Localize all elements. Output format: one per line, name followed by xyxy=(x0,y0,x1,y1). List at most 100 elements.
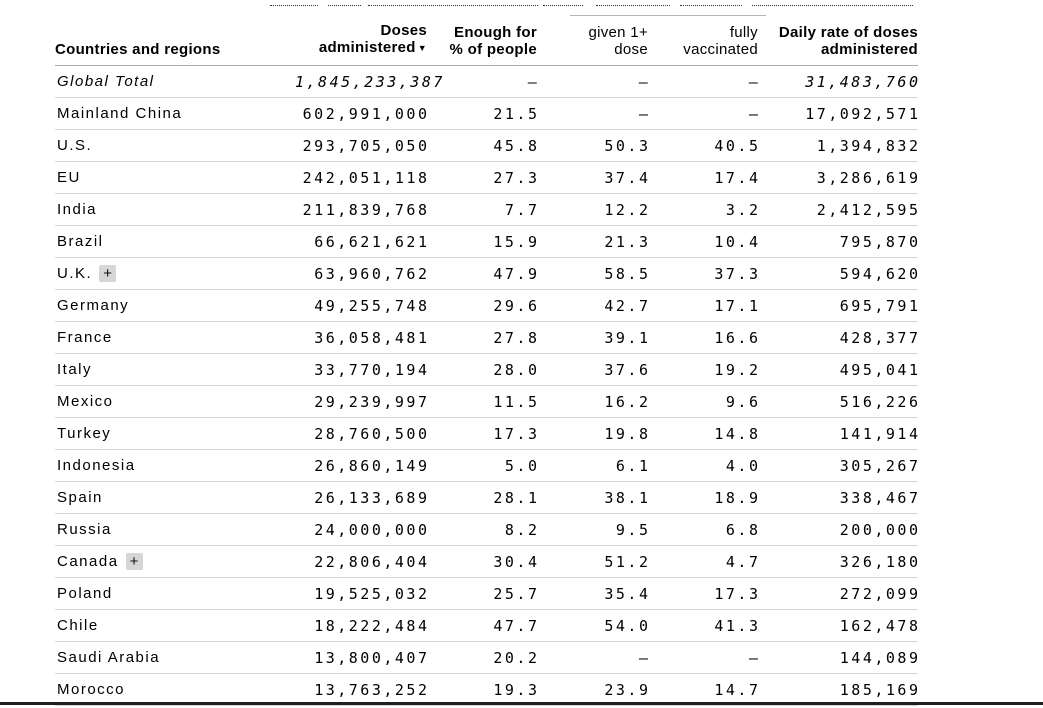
cell-value: 16.2 xyxy=(604,392,651,411)
cell-value: – xyxy=(748,72,761,91)
daily-rate-cell: 185,169 xyxy=(758,673,918,706)
country-name: Germany xyxy=(57,297,130,314)
cell-value: 25.7 xyxy=(493,584,540,603)
cell-value: 695,791 xyxy=(839,296,921,315)
cell-value: 12.2 xyxy=(604,200,651,219)
country-name: Chile xyxy=(57,617,99,634)
cell-value: 54.0 xyxy=(604,616,651,635)
column-header-label-line2: administered ▼ xyxy=(318,39,427,56)
enough-for-cell: 5.0 xyxy=(427,449,537,482)
cell-value: 17.4 xyxy=(714,168,761,187)
table-row: Brazil 66,621,621 15.9 21.3 10.4 795,870 xyxy=(55,225,918,258)
cell-value: 28.0 xyxy=(493,360,540,379)
enough-for-cell: 28.1 xyxy=(427,481,537,514)
daily-rate-cell: 338,467 xyxy=(758,481,918,514)
table-row: Germany 49,255,748 29.6 42.7 17.1 695,791 xyxy=(55,289,921,322)
given-dose-cell: 16.2 xyxy=(537,385,651,418)
given-dose-cell: 37.6 xyxy=(537,353,648,386)
enough-for-cell: 17.3 xyxy=(427,417,537,450)
cell-value: 19.2 xyxy=(714,360,761,379)
cell-value: 20.2 xyxy=(493,648,540,667)
given-dose-cell: 12.2 xyxy=(537,193,651,226)
enough-for-cell: 28.0 xyxy=(427,353,540,386)
expand-country-button[interactable]: + xyxy=(99,265,117,283)
fully-vaccinated-cell: 41.3 xyxy=(648,609,761,642)
daily-rate-cell: 141,914 xyxy=(758,417,921,450)
table-row: Mexico 29,239,997 11.5 16.2 9.6 516,226 xyxy=(55,385,918,418)
cell-value: 29.6 xyxy=(493,296,540,315)
country-name: Italy xyxy=(57,361,93,378)
doses-cell: 293,705,050 xyxy=(295,129,427,162)
cell-value: 45.8 xyxy=(493,136,540,155)
column-header-given-1plus-dose[interactable]: given 1+ dose xyxy=(537,20,648,66)
given-dose-cell: 39.1 xyxy=(537,321,648,354)
country-name: Canada xyxy=(57,552,119,570)
daily-rate-cell: 2,412,595 xyxy=(758,193,921,226)
sort-descending-icon: ▼ xyxy=(417,43,427,53)
expand-country-button[interactable]: + xyxy=(125,553,143,571)
given-dose-cell: 21.3 xyxy=(537,225,648,258)
cell-value: 141,914 xyxy=(839,424,921,443)
cell-value: 4.0 xyxy=(725,456,761,475)
fully-vaccinated-cell: 14.8 xyxy=(648,417,758,450)
country-name-cell: Chile xyxy=(55,609,295,642)
cell-value: 19.8 xyxy=(604,424,651,443)
cell-value: 26,133,689 xyxy=(314,488,430,507)
column-header-fully-vaccinated[interactable]: fully vaccinated xyxy=(648,20,758,66)
column-header-daily-rate[interactable]: Daily rate of doses administered xyxy=(758,20,918,66)
cell-value: 6.1 xyxy=(615,456,651,475)
fully-vaccinated-cell: 17.3 xyxy=(648,577,761,610)
cell-value: 26,860,149 xyxy=(314,456,430,475)
doses-cell: 13,763,252 xyxy=(295,673,427,706)
cell-value: – xyxy=(748,648,761,667)
enough-for-cell: 21.5 xyxy=(427,97,537,130)
fully-vaccinated-cell: 10.4 xyxy=(648,225,758,258)
doses-cell: 36,058,481 xyxy=(295,321,427,354)
enough-for-cell: 20.2 xyxy=(427,641,540,674)
column-header-doses-administered[interactable]: Doses administered ▼ xyxy=(295,20,427,66)
doses-cell: 63,960,762 xyxy=(295,257,427,290)
column-header-label-line1: fully xyxy=(729,24,758,41)
fully-vaccinated-cell: 14.7 xyxy=(648,673,758,706)
cell-value: 13,800,407 xyxy=(314,648,430,667)
table-row: Turkey 28,760,500 17.3 19.8 14.8 141,914 xyxy=(55,417,921,450)
cell-value: 16.6 xyxy=(714,328,761,347)
country-name-cell: Brazil xyxy=(55,225,295,258)
enough-for-cell: 7.7 xyxy=(427,193,537,226)
country-name: Russia xyxy=(57,521,112,538)
cell-value: 1,394,832 xyxy=(816,136,921,155)
country-name: U.K. xyxy=(57,264,93,282)
fully-vaccinated-cell: 40.5 xyxy=(648,129,758,162)
given-dose-cell: 19.8 xyxy=(537,417,651,450)
cell-value: 41.3 xyxy=(714,616,761,635)
clipped-dotted-underline xyxy=(543,5,583,6)
country-name: Brazil xyxy=(57,233,104,250)
given-dose-cell: 38.1 xyxy=(537,481,648,514)
clipped-dotted-underline xyxy=(368,5,538,6)
doses-cell: 1,845,233,387 xyxy=(295,65,442,98)
daily-rate-cell: 428,377 xyxy=(758,321,918,354)
country-name: U.S. xyxy=(57,137,93,154)
table-row: U.K. +63,960,762 47.9 58.5 37.3 594,620 xyxy=(55,257,918,290)
clipped-dotted-underline xyxy=(752,5,913,6)
column-header-enough-for-percent[interactable]: Enough for % of people xyxy=(427,20,537,66)
doses-cell: 242,051,118 xyxy=(295,161,427,194)
cell-value: 66,621,621 xyxy=(314,232,430,251)
enough-for-cell: 47.7 xyxy=(427,609,537,642)
doses-cell: 28,760,500 xyxy=(295,417,427,450)
daily-rate-cell: 695,791 xyxy=(758,289,921,322)
column-header-label-line1: Enough for xyxy=(454,24,537,41)
table-row: Morocco 13,763,252 19.3 23.9 14.7 185,169 xyxy=(55,673,918,706)
cell-value: 19.3 xyxy=(493,680,540,699)
column-header-label-line2: % of people xyxy=(449,41,537,58)
enough-for-cell: 29.6 xyxy=(427,289,540,322)
cell-value: – xyxy=(638,104,651,123)
doses-cell: 18,222,484 xyxy=(295,609,427,642)
cell-value: 17.3 xyxy=(714,584,761,603)
cell-value: 17.1 xyxy=(714,296,761,315)
given-dose-cell: – xyxy=(537,97,651,130)
enough-for-cell: 15.9 xyxy=(427,225,537,258)
cell-value: 326,180 xyxy=(839,552,921,571)
column-header-label-line2: vaccinated xyxy=(683,41,758,58)
cell-value: 2,412,595 xyxy=(816,200,921,219)
